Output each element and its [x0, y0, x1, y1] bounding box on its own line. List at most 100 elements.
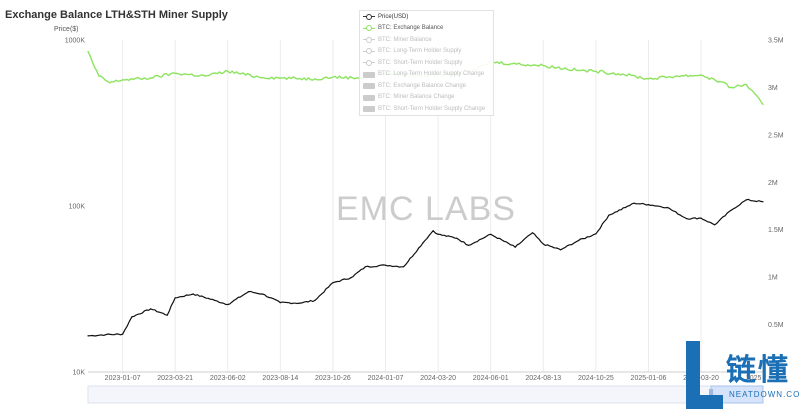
legend-line-icon — [363, 24, 375, 32]
series-price-usd-point — [422, 242, 424, 244]
series-btc-exchange-balance-point — [745, 84, 748, 86]
series-btc-exchange-balance-point — [227, 70, 229, 72]
series-price-usd-point — [745, 199, 748, 201]
series-btc-exchange-balance-point — [109, 82, 111, 84]
series-price-usd-point — [432, 230, 434, 232]
y-right-tick-label: 3M — [768, 85, 778, 92]
series-price-usd-point — [700, 217, 702, 219]
chart-title: Exchange Balance LTH&STH Miner Supply — [5, 9, 228, 21]
x-tick-label: 2025-01-06 — [631, 375, 667, 382]
x-tick-label: 2025-03-20 — [683, 375, 719, 382]
neatdown-logo: 链懂 NEATDOWN.COM — [681, 339, 800, 411]
series-price-usd-point — [762, 201, 764, 203]
legend-item[interactable]: BTC: Short-Term Holder Supply — [360, 57, 493, 69]
legend-label: Price(USD) — [378, 13, 409, 20]
legend-label: BTC: Miner Balance Change — [378, 94, 455, 101]
series-price-usd-point — [714, 224, 716, 226]
series-btc-exchange-balance-point — [511, 63, 513, 65]
legend-line-icon — [363, 13, 375, 21]
legend-line-icon — [363, 36, 375, 44]
y-axis-left-label: Price($) — [54, 26, 79, 33]
series-price-usd-point — [624, 206, 627, 209]
series-price-usd-point — [248, 291, 250, 293]
legend-item[interactable]: BTC: Exchange Balance — [360, 23, 493, 35]
y-right-tick-label: 1M — [768, 275, 778, 282]
zoom-track[interactable] — [87, 385, 764, 404]
series-price-usd-point — [384, 264, 387, 266]
legend-line-icon — [363, 47, 375, 55]
y-right-tick-label: 3.5M — [768, 38, 784, 45]
x-tick-label: 2024-08-13 — [525, 375, 561, 382]
series-btc-exchange-balance-point — [621, 73, 624, 75]
series-btc-exchange-balance-point — [719, 81, 721, 83]
series-price-usd-point — [730, 209, 732, 211]
x-tick-label: 2024-03-20 — [420, 375, 456, 382]
series-btc-exchange-balance-point — [150, 77, 152, 79]
legend-label: BTC: Exchange Balance Change — [378, 82, 467, 89]
y-right-tick-label: 1.5M — [768, 227, 784, 234]
logo-text: 链懂 — [726, 354, 790, 387]
series-btc-exchange-balance-point — [578, 69, 580, 71]
x-tick-label: 2024-01-07 — [368, 375, 404, 382]
legend-bar-icon — [363, 94, 375, 101]
series-price-usd-point — [531, 232, 534, 234]
series-btc-exchange-balance-point — [258, 76, 260, 78]
y-right-tick-label: 2M — [768, 180, 778, 187]
legend-item[interactable]: BTC: Long-Term Holder Supply Change — [360, 69, 493, 81]
series-btc-exchange-balance-point — [92, 63, 94, 65]
x-tick-label: 2024-06-01 — [473, 375, 509, 382]
y-left-tick-label: 1000K — [65, 38, 86, 45]
x-axis: 2023-01-07 2023-03-21 2023-06-02 2023-08-14… — [88, 371, 763, 382]
series-btc-exchange-balance-point — [700, 74, 702, 76]
legend-item[interactable]: BTC: Miner Balance — [360, 34, 493, 46]
series-price-usd-point — [350, 277, 352, 279]
series-price-usd-point — [214, 299, 216, 301]
legend-label: BTC: Long-Term Holder Supply — [378, 48, 462, 55]
series-btc-exchange-balance-point — [204, 75, 206, 77]
legend-item[interactable]: BTC: Long-Term Holder Supply — [360, 46, 493, 58]
legend-item[interactable]: BTC: Short-Term Holder Supply Change — [360, 103, 493, 115]
y-axis-left: 10K 100K 1000K — [65, 38, 86, 377]
legend-line-icon — [363, 59, 375, 67]
legend-item[interactable]: Price(USD) — [360, 11, 493, 23]
series-price-usd-point — [332, 282, 334, 284]
series-price-usd-point — [578, 239, 580, 242]
series-price-usd-point — [608, 214, 610, 216]
series-price-usd-point — [456, 237, 458, 239]
series-price-usd-point — [227, 303, 229, 306]
series-price-usd-point — [364, 266, 366, 268]
series-price-usd-point — [595, 233, 597, 235]
series-btc-exchange-balance-point — [174, 72, 176, 74]
series-price-usd-point — [122, 333, 124, 335]
series-price-usd-point — [686, 218, 688, 220]
series-price-usd-point — [560, 249, 562, 251]
zoom-slider[interactable] — [87, 385, 764, 404]
zoom-handle-left[interactable] — [709, 389, 714, 400]
series-price-usd-point — [467, 244, 469, 246]
series-btc-exchange-balance-point — [595, 70, 597, 72]
series-btc-exchange-balance-point — [122, 79, 124, 81]
x-tick-label: 2023-08-14 — [262, 375, 298, 382]
watermark-text: EMC LABS — [336, 190, 516, 228]
y-axis-right: 0.5M 1M 1.5M 2M 2.5M 3M 3.5M — [768, 38, 784, 330]
legend-item[interactable]: BTC: Miner Balance Change — [360, 92, 493, 104]
series-btc-exchange-balance-point — [676, 75, 678, 77]
x-tick-label: 2023-03-21 — [157, 375, 193, 382]
legend-bar-icon — [363, 83, 375, 90]
series-price-usd-point — [131, 316, 133, 318]
series-price-usd-point — [666, 206, 668, 209]
y-left-tick-label: 100K — [69, 204, 86, 211]
series-btc-exchange-balance-point — [98, 75, 100, 77]
series-price-usd-point — [437, 233, 439, 235]
legend-label: BTC: Short-Term Holder Supply Change — [378, 105, 486, 112]
series-price-usd-point — [633, 202, 635, 204]
legend-item[interactable]: BTC: Exchange Balance Change — [360, 80, 493, 92]
series-price-usd-point — [299, 302, 301, 304]
chart-legend: Price(USD) BTC: Exchange Balance BTC: Mine… — [359, 10, 494, 116]
y-left-tick-label: 10K — [73, 370, 86, 377]
series-price-usd-point — [105, 334, 107, 336]
legend-label: BTC: Miner Balance — [378, 36, 432, 43]
x-tick-label: 2025 — [746, 375, 762, 382]
logo-l-icon — [686, 341, 723, 409]
series-btc-exchange-balance-point — [762, 103, 764, 106]
